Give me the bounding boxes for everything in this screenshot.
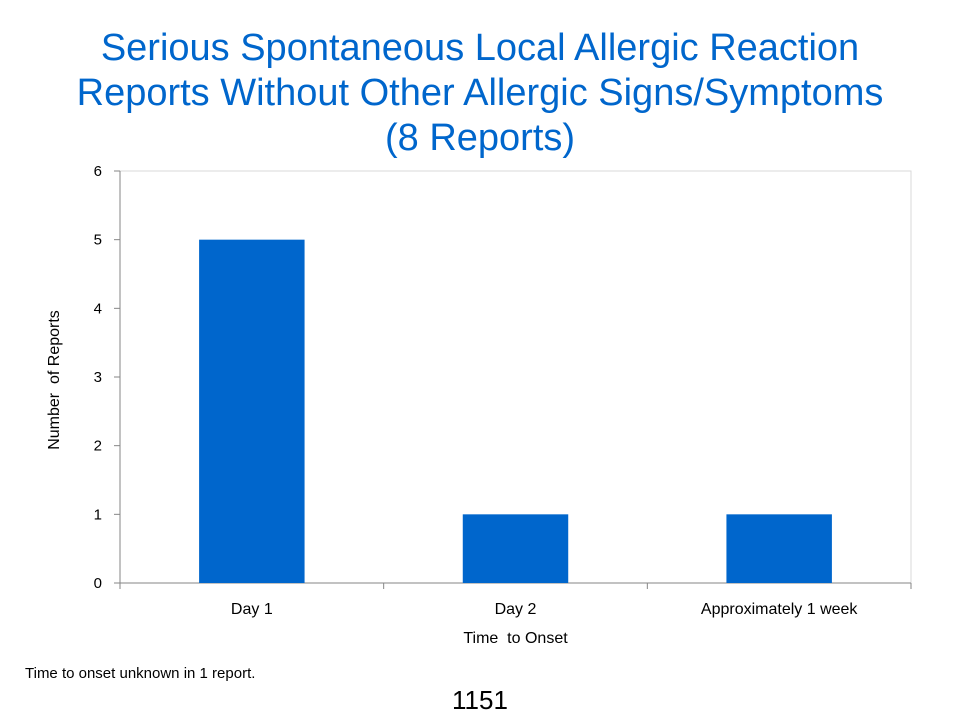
title-line-2: Reports Without Other Allergic Signs/Sym… [76,72,884,114]
x-axis-title: Time to Onset [463,630,568,647]
y-tick-label: 4 [94,300,102,317]
y-axis-title: Number of Reports [46,310,63,450]
title-line-3: (8 Reports) [384,117,576,159]
y-tick-label: 1 [94,506,102,523]
page-number: 1151 [452,685,508,715]
bar [462,514,569,583]
x-tick-label: Day 1 [231,601,273,618]
chart-title: Serious Spontaneous Local Allergic React… [10,26,950,161]
bar [199,239,305,583]
y-tick-label: 6 [94,163,102,180]
y-tick-label: 2 [94,438,102,455]
bar [726,514,832,583]
y-tick-label: 3 [94,369,102,386]
bar-chart: 0 1 2 3 4 5 6 Day 1 Day 2 Approximately 1 week Tim… [46,163,912,647]
y-tick-label: 5 [94,232,102,249]
footnote: Time to onset unknown in 1 report. [25,665,256,682]
x-tick-label: Approximately 1 week [701,601,859,618]
title-line-1: Serious Spontaneous Local Allergic React… [100,27,860,69]
y-tick-label: 0 [94,575,102,592]
x-tick-label: Day 2 [495,601,537,618]
